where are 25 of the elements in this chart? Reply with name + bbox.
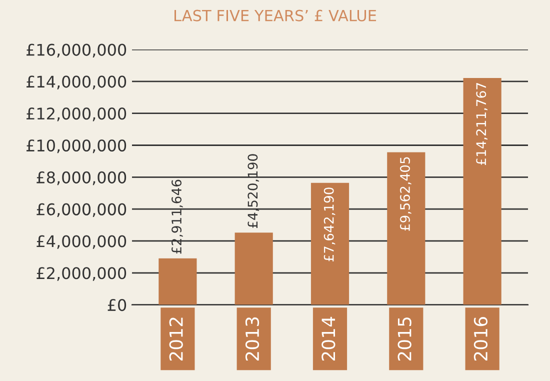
y-tick-label: £2,000,000 [36,267,126,281]
data-label: £7,642,190 [324,188,336,262]
x-tick-label: 2015 [398,317,412,361]
bar [387,152,426,305]
y-tick-label: £6,000,000 [36,203,126,217]
x-tick-label: 2012 [169,318,183,361]
bar [310,182,350,305]
chart-title: LAST FIVE YEARS’ £ VALUE [174,10,376,22]
data-label: £4,520,190 [248,154,260,228]
bar [234,232,273,305]
y-tick-label: £16,000,000 [26,44,126,58]
bar [158,258,197,305]
y-tick-label: £8,000,000 [36,171,126,186]
x-tick-label: 2014 [322,316,336,361]
y-tick-label: £0 [108,299,126,312]
y-tick-label: £12,000,000 [26,108,126,122]
y-tick-label: £14,000,000 [26,76,126,90]
data-label: £2,911,646 [172,180,183,254]
y-tick-label: £10,000,000 [26,139,126,154]
x-tick-label: 2016 [474,317,488,361]
data-label: £9,562,405 [400,157,412,231]
x-tick-label: 2013 [245,317,260,361]
bar [463,78,502,305]
y-tick-label: £4,000,000 [36,235,126,249]
data-label: £14,211,767 [476,83,488,165]
